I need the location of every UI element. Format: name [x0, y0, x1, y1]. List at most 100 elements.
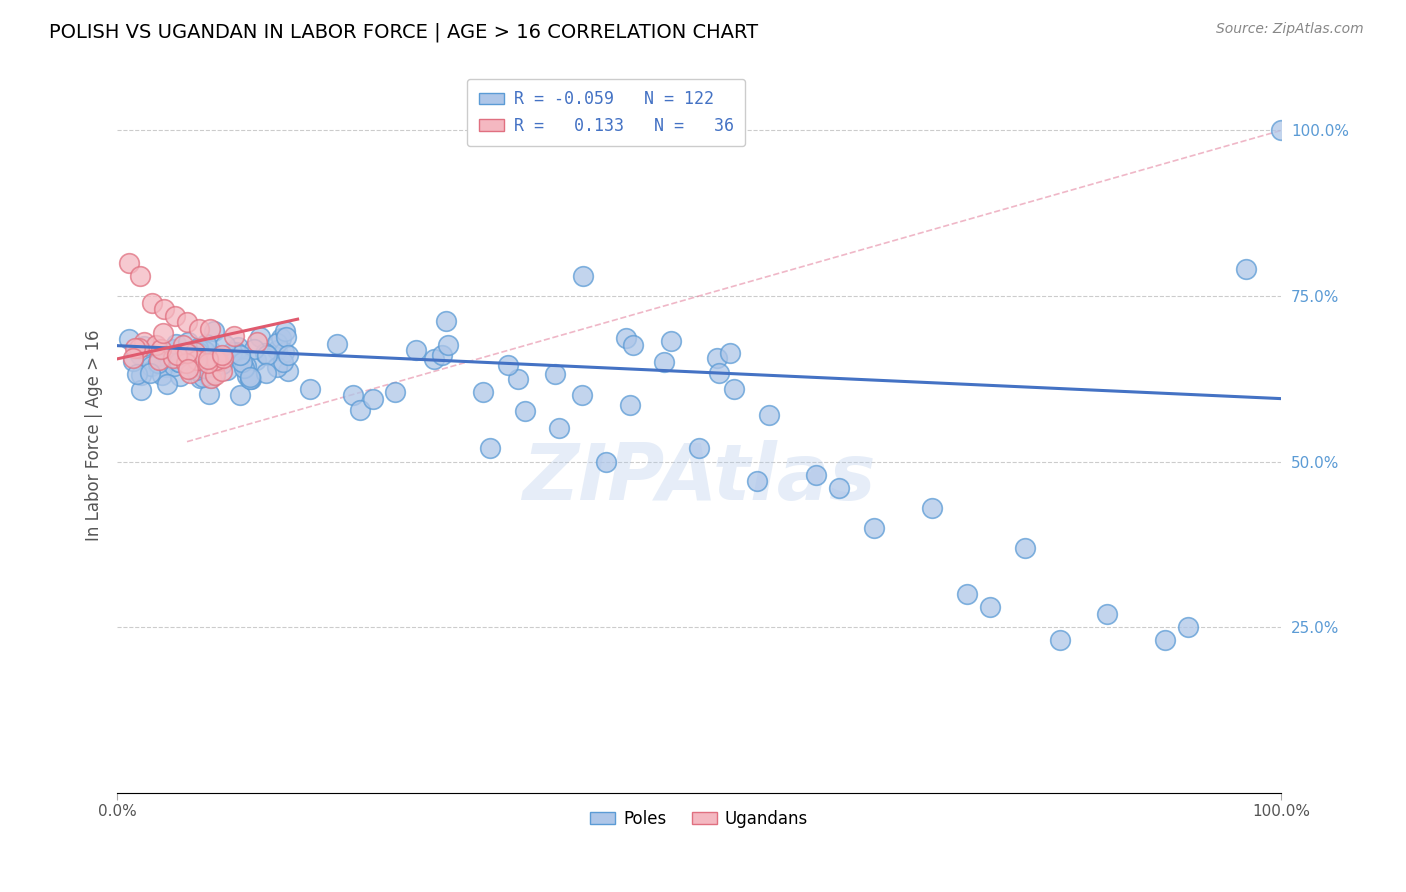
- Point: [271, 355, 294, 369]
- Point: [239, 372, 262, 386]
- Point: [150, 343, 173, 357]
- Point: [254, 346, 277, 360]
- Point: [202, 366, 225, 380]
- Point: [128, 341, 150, 355]
- Point: [226, 340, 249, 354]
- Point: [165, 309, 187, 323]
- Point: [513, 404, 536, 418]
- Y-axis label: In Labor Force | Age > 16: In Labor Force | Age > 16: [86, 329, 103, 541]
- Point: [235, 359, 257, 374]
- Point: [205, 352, 228, 367]
- Point: [239, 370, 262, 384]
- Point: [128, 348, 150, 362]
- Point: [176, 316, 198, 330]
- Point: [266, 335, 288, 350]
- Point: [172, 338, 194, 352]
- Point: [118, 256, 141, 270]
- Point: [191, 343, 214, 357]
- Point: [326, 337, 349, 351]
- Point: [132, 335, 155, 350]
- Point: [243, 342, 266, 356]
- Point: [349, 402, 371, 417]
- Point: [862, 521, 884, 535]
- Point: [215, 362, 238, 376]
- Point: [228, 388, 250, 402]
- Text: POLISH VS UGANDAN IN LABOR FORCE | AGE > 16 CORRELATION CHART: POLISH VS UGANDAN IN LABOR FORCE | AGE >…: [49, 22, 758, 42]
- Point: [176, 362, 198, 376]
- Point: [176, 346, 198, 360]
- Point: [200, 343, 222, 357]
- Point: [152, 326, 174, 340]
- Point: [1153, 633, 1175, 648]
- Point: [205, 359, 228, 374]
- Point: [423, 352, 446, 367]
- Point: [571, 388, 593, 402]
- Point: [273, 345, 295, 359]
- Point: [169, 369, 191, 384]
- Point: [187, 341, 209, 355]
- Point: [166, 348, 188, 362]
- Point: [197, 356, 219, 370]
- Point: [1014, 541, 1036, 555]
- Point: [193, 351, 215, 366]
- Point: [434, 314, 457, 328]
- Point: [652, 355, 675, 369]
- Point: [214, 338, 236, 352]
- Point: [496, 358, 519, 372]
- Point: [122, 353, 145, 368]
- Point: [200, 322, 222, 336]
- Point: [804, 467, 827, 482]
- Point: [544, 367, 567, 381]
- Point: [211, 357, 233, 371]
- Point: [707, 366, 730, 380]
- Point: [1177, 620, 1199, 634]
- Point: [141, 295, 163, 310]
- Point: [405, 343, 427, 357]
- Point: [193, 360, 215, 375]
- Point: [1270, 123, 1292, 137]
- Point: [188, 371, 211, 385]
- Point: [174, 356, 197, 370]
- Point: [187, 344, 209, 359]
- Point: [273, 324, 295, 338]
- Point: [211, 364, 233, 378]
- Point: [194, 337, 217, 351]
- Point: [277, 364, 299, 378]
- Point: [184, 363, 207, 377]
- Point: [177, 334, 200, 349]
- Point: [211, 351, 233, 366]
- Point: [233, 360, 256, 375]
- Point: [139, 366, 162, 380]
- Point: [129, 269, 152, 284]
- Point: [204, 368, 226, 382]
- Point: [180, 347, 202, 361]
- Point: [167, 355, 190, 369]
- Point: [245, 352, 267, 367]
- Point: [148, 353, 170, 368]
- Point: [200, 371, 222, 385]
- Point: [921, 500, 943, 515]
- Point: [231, 354, 253, 368]
- Point: [956, 587, 979, 601]
- Point: [207, 354, 229, 368]
- Point: [221, 344, 243, 359]
- Point: [299, 382, 322, 396]
- Point: [207, 349, 229, 363]
- Legend: Poles, Ugandans: Poles, Ugandans: [583, 803, 815, 834]
- Point: [211, 348, 233, 362]
- Point: [1049, 633, 1071, 648]
- Point: [240, 372, 263, 386]
- Point: [571, 269, 593, 284]
- Point: [277, 348, 299, 362]
- Point: [179, 367, 201, 381]
- Point: [148, 356, 170, 370]
- Point: [187, 322, 209, 336]
- Point: [430, 348, 453, 362]
- Point: [194, 343, 217, 358]
- Point: [1095, 607, 1118, 621]
- Point: [1234, 262, 1257, 277]
- Point: [229, 348, 252, 362]
- Point: [191, 369, 214, 384]
- Point: [235, 368, 257, 383]
- Point: [246, 335, 269, 350]
